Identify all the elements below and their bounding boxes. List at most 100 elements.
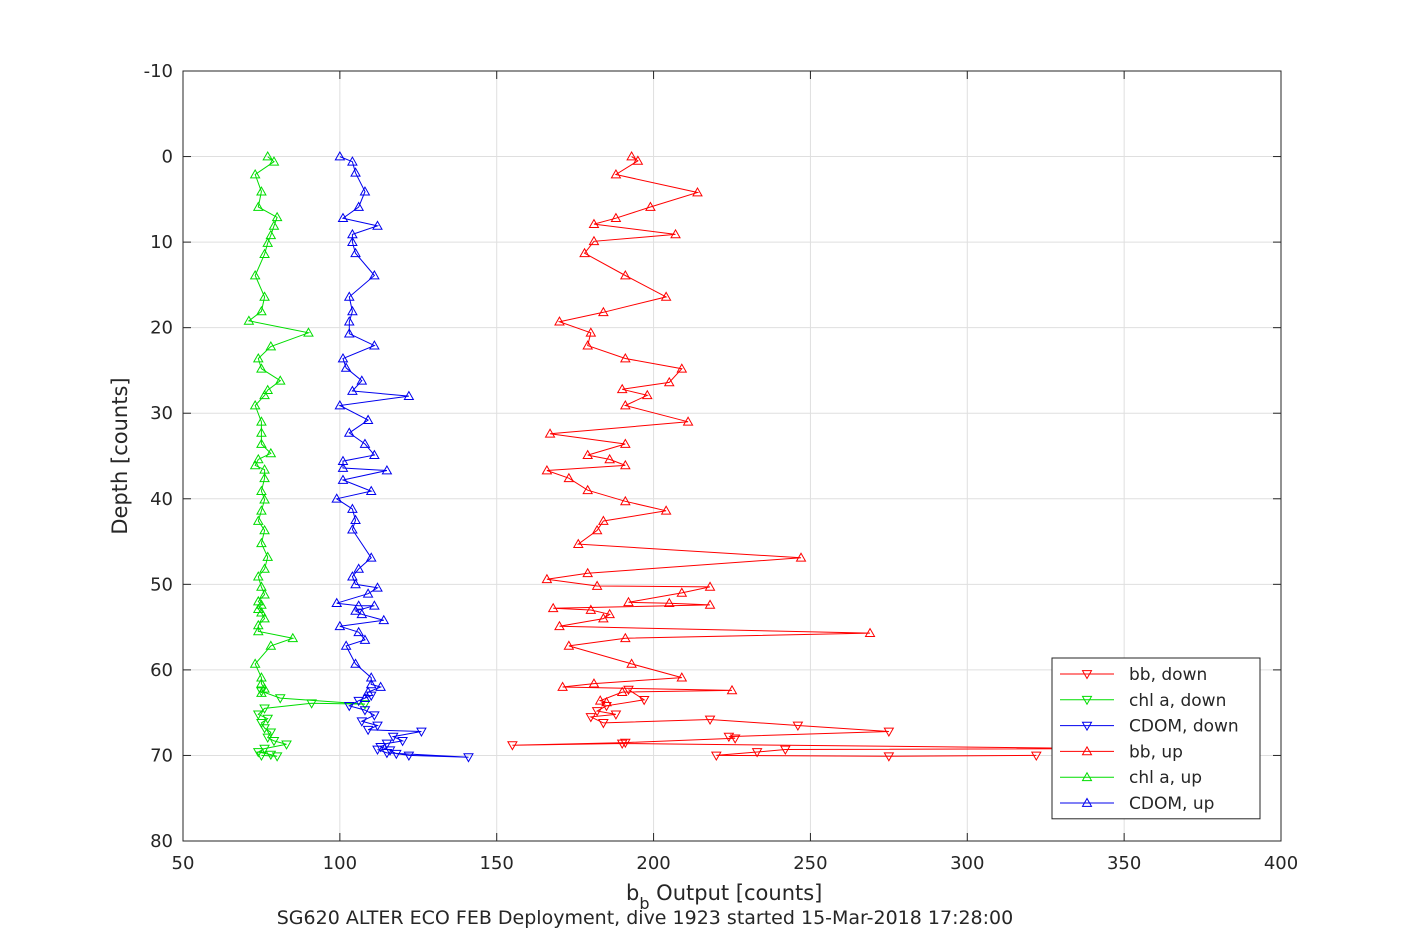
data-point xyxy=(256,537,267,548)
data-point xyxy=(268,737,280,747)
data-point xyxy=(356,375,368,385)
data-point xyxy=(598,515,609,525)
data-point xyxy=(350,514,361,525)
series-chl-a-down xyxy=(252,687,371,762)
data-point xyxy=(645,201,656,211)
y-tick-label: 10 xyxy=(150,232,173,253)
data-point xyxy=(337,352,349,363)
data-point xyxy=(601,696,612,707)
chart-caption: SG620 ALTER ECO FEB Deployment, dive 192… xyxy=(277,907,1013,929)
data-point xyxy=(350,247,361,258)
data-point xyxy=(306,699,317,709)
data-point xyxy=(353,563,365,573)
data-point xyxy=(751,748,763,758)
data-point xyxy=(390,749,402,760)
data-point xyxy=(337,474,349,484)
data-point xyxy=(359,706,371,716)
data-point xyxy=(663,376,675,387)
data-point xyxy=(670,228,681,239)
data-point xyxy=(604,453,616,464)
series-line-bb-up xyxy=(546,156,871,703)
data-point xyxy=(598,719,609,729)
data-point xyxy=(262,384,274,394)
data-point xyxy=(381,749,393,759)
series-layer xyxy=(243,151,1114,763)
data-point xyxy=(541,573,553,584)
data-point xyxy=(604,608,616,619)
data-point xyxy=(303,327,314,337)
data-point xyxy=(256,186,267,196)
data-point xyxy=(619,438,631,448)
data-point xyxy=(353,600,365,610)
legend-label-chl-a-up: chl a, up xyxy=(1129,768,1202,788)
data-point xyxy=(463,753,474,763)
data-point xyxy=(372,220,383,230)
data-point xyxy=(262,237,274,247)
data-point xyxy=(554,316,565,326)
data-point xyxy=(359,692,371,702)
data-point xyxy=(362,686,374,697)
data-point xyxy=(252,571,264,581)
data-point xyxy=(381,465,393,475)
data-point xyxy=(343,701,355,712)
data-point xyxy=(256,751,267,761)
data-point xyxy=(582,484,594,495)
data-point xyxy=(676,363,688,373)
data-point xyxy=(557,681,568,691)
data-point xyxy=(632,155,644,165)
data-point xyxy=(259,248,270,258)
data-point xyxy=(252,515,264,525)
data-point xyxy=(594,695,606,705)
data-point xyxy=(265,750,277,761)
x-tick-label: 200 xyxy=(636,853,670,874)
data-point xyxy=(403,390,415,400)
data-point xyxy=(641,389,653,400)
data-point xyxy=(343,316,355,326)
data-point xyxy=(347,503,358,513)
data-point xyxy=(369,711,380,721)
data-point xyxy=(682,416,694,426)
data-point xyxy=(362,725,374,736)
legend-label-chl-a-down: chl a, down xyxy=(1129,691,1226,711)
series-line-bb-down xyxy=(512,689,1109,757)
data-point xyxy=(350,605,361,615)
data-point xyxy=(619,400,631,410)
data-point xyxy=(365,552,377,562)
data-point xyxy=(353,201,365,211)
data-point xyxy=(375,681,387,691)
data-point xyxy=(252,619,264,630)
legend-marker-cdom-down xyxy=(1081,721,1093,732)
data-point xyxy=(582,340,594,350)
data-point xyxy=(259,389,270,400)
data-point xyxy=(268,220,280,230)
data-point xyxy=(334,151,346,161)
series-cdom-down xyxy=(343,691,474,763)
data-point xyxy=(259,524,270,535)
data-point xyxy=(507,741,518,751)
data-point xyxy=(591,580,603,590)
data-point xyxy=(369,600,380,610)
data-point xyxy=(588,218,600,229)
data-point xyxy=(779,745,791,755)
data-point xyxy=(256,438,267,448)
series-cdom-up xyxy=(331,151,415,702)
data-point xyxy=(287,632,299,643)
data-point xyxy=(265,728,277,738)
legend-label-bb-up: bb, up xyxy=(1129,742,1183,762)
data-point xyxy=(347,571,358,581)
data-point xyxy=(598,613,609,623)
data-point xyxy=(792,721,804,732)
data-point xyxy=(660,505,672,515)
data-point xyxy=(256,416,267,426)
x-tick-label: 300 xyxy=(950,853,984,874)
data-point xyxy=(619,459,631,470)
y-tick-label: 20 xyxy=(150,318,173,339)
data-point xyxy=(337,462,349,472)
data-point xyxy=(554,620,565,631)
data-point xyxy=(350,658,361,668)
data-point xyxy=(365,678,377,689)
data-point xyxy=(372,745,383,755)
data-point xyxy=(256,672,267,682)
data-point xyxy=(795,552,807,562)
